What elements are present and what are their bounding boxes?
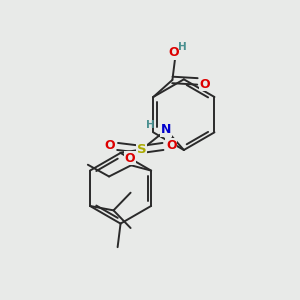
Text: O: O	[200, 78, 210, 91]
Text: H: H	[178, 42, 187, 52]
Text: O: O	[166, 139, 176, 152]
Text: H: H	[146, 120, 154, 130]
Text: S: S	[137, 143, 147, 156]
Text: N: N	[161, 124, 171, 136]
Text: O: O	[124, 152, 135, 165]
Text: O: O	[104, 139, 115, 152]
Text: O: O	[169, 46, 179, 59]
